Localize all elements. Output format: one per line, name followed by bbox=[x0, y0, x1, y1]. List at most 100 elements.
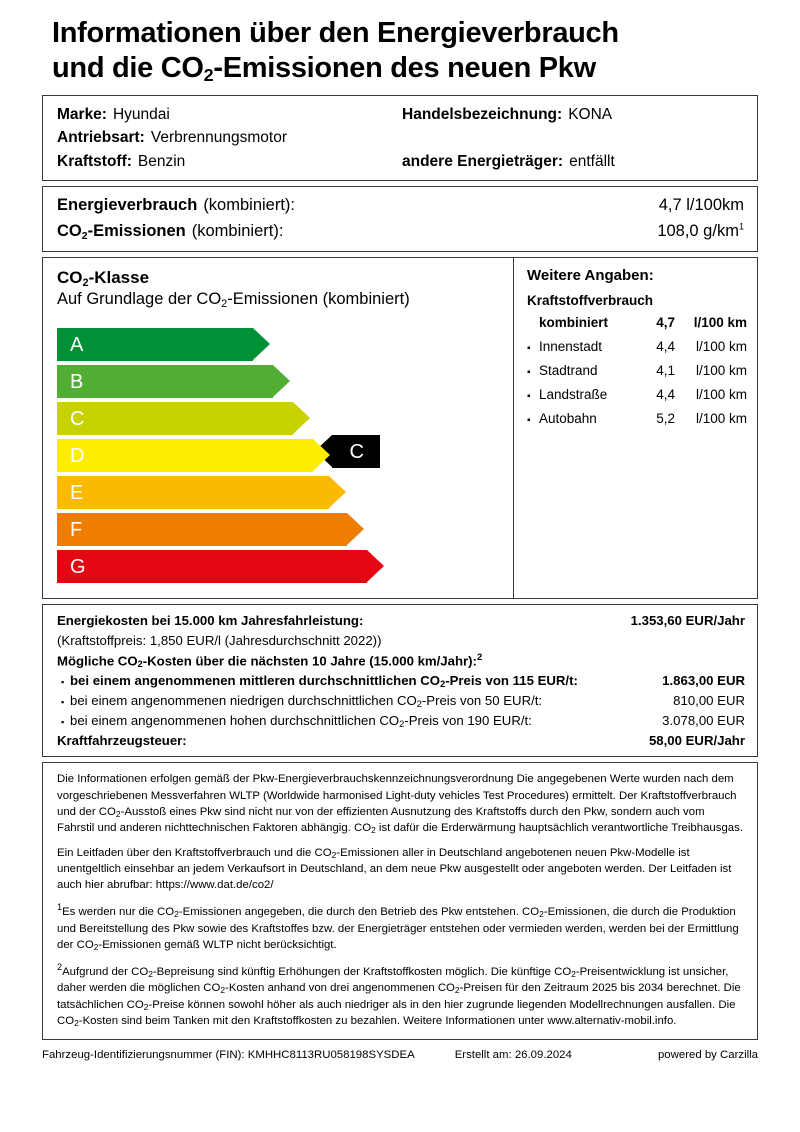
bar-letter: E bbox=[70, 481, 84, 504]
co2-cost-scenario-3: ▪ bei einem angenommenen hohen durchschni… bbox=[57, 711, 745, 731]
bar-body bbox=[57, 476, 329, 510]
scenario-amount: 810,00 EUR bbox=[673, 693, 745, 709]
scenario-text: bei einem angenommenen hohen durchschnit… bbox=[70, 713, 532, 730]
co2-emissionen-qualifier: (kombiniert): bbox=[191, 221, 284, 240]
co2-emissionen-label: CO2-Emissionen bbox=[57, 221, 186, 242]
marker-letter: C bbox=[349, 440, 364, 463]
weitere-angaben-panel: Weitere Angaben: Kraftstoffverbrauch kom… bbox=[513, 257, 757, 598]
efficiency-bar-G: G bbox=[57, 550, 384, 584]
row-kraftfahrzeugsteuer: Kraftfahrzeugsteuer: 58,00 EUR/Jahr bbox=[57, 731, 745, 751]
scenario-amount: 1.863,00 EUR bbox=[662, 673, 745, 689]
legal-paragraph-2: Ein Leitfaden über den Kraftstoffverbrau… bbox=[57, 846, 732, 892]
efficiency-class-row-A: A bbox=[57, 328, 513, 363]
row-value: 4,4 bbox=[656, 338, 675, 354]
legal-text-box: Die Informationen erfolgen gemäß der Pkw… bbox=[42, 762, 758, 1041]
bar-body bbox=[57, 550, 367, 584]
energiekosten-amount: 1.353,60 EUR/Jahr bbox=[630, 612, 745, 628]
bar-letter: F bbox=[70, 518, 83, 541]
co2-class-box: CO2-Klasse Auf Grundlage der CO2-Emissio… bbox=[42, 256, 758, 599]
page-title: Informationen über den Energieverbrauch … bbox=[0, 0, 800, 95]
row-unit: l/100 km bbox=[695, 362, 747, 378]
bullet-icon: ▪ bbox=[527, 366, 531, 378]
kraftfahrzeugsteuer-label: Kraftfahrzeugsteuer: bbox=[57, 733, 187, 749]
consumption-row-autobahn: ▪ Autobahn 5,2 l/100 km bbox=[527, 407, 747, 431]
field-andere-energietraeger: andere Energieträger: entfällt bbox=[402, 150, 745, 174]
antriebsart-label: Antriebsart: bbox=[57, 129, 145, 147]
row-energieverbrauch: Energieverbrauch (kombiniert): 4,7 l/100… bbox=[57, 193, 744, 219]
consumption-row-innenstadt: ▪ Innenstadt 4,4 l/100 km bbox=[527, 335, 747, 359]
efficiency-class-row-G: G bbox=[57, 550, 513, 585]
field-empty bbox=[402, 126, 745, 150]
created-value: 26.09.2024 bbox=[514, 1049, 572, 1062]
kombiniert-unit: l/100 km bbox=[693, 314, 747, 330]
bar-body bbox=[57, 402, 293, 436]
bar-letter: B bbox=[70, 370, 84, 393]
row-unit: l/100 km bbox=[695, 338, 747, 354]
created-block: Erstellt am: 26.09.2024 bbox=[455, 1049, 572, 1061]
kraftstoffverbrauch-label: Kraftstoffverbrauch bbox=[527, 292, 654, 308]
row-name: Landstraße bbox=[539, 386, 608, 402]
consumption-box: Energieverbrauch (kombiniert): 4,7 l/100… bbox=[42, 186, 758, 252]
kraftstoffpreis-note: (Kraftstoffpreis: 1,850 EUR/l (Jahresdur… bbox=[57, 632, 382, 648]
energieverbrauch-label: Energieverbrauch bbox=[57, 196, 198, 215]
co2-cost-scenario-1: ▪ bei einem angenommenen mittleren durchs… bbox=[57, 671, 745, 691]
row-energiekosten: Energiekosten bei 15.000 km Jahresfahrle… bbox=[57, 611, 745, 631]
bar-letter: C bbox=[70, 407, 85, 430]
scenario-amount: 3.078,00 EUR bbox=[662, 713, 745, 729]
handelsbezeichnung-label: Handelsbezeichnung: bbox=[402, 105, 563, 123]
row-value: 4,4 bbox=[656, 386, 675, 402]
energiekosten-label: Energiekosten bei 15.000 km Jahresfahrle… bbox=[57, 612, 364, 628]
powered-by: powered by Carzilla bbox=[657, 1049, 758, 1062]
bar-letter: G bbox=[70, 555, 86, 578]
fin-label: Fahrzeug-Identifizierungsnummer (FIN): bbox=[42, 1049, 245, 1062]
field-handelsbezeichnung: Handelsbezeichnung: KONA bbox=[402, 103, 745, 127]
consumption-row-stadtrand: ▪ Stadtrand 4,1 l/100 km bbox=[527, 359, 747, 383]
row-value: 5,2 bbox=[656, 410, 675, 426]
legal-paragraph-1: Die Informationen erfolgen gemäß der Pkw… bbox=[57, 773, 743, 836]
bar-arrow-tip bbox=[313, 439, 330, 472]
fin-value: KMHHC8113RU058198SYSDEA bbox=[247, 1049, 415, 1062]
kombiniert-value: 4,7 bbox=[656, 314, 675, 330]
field-kraftstoff: Kraftstoff: Benzin bbox=[57, 150, 402, 174]
field-marke: Marke: Hyundai bbox=[57, 103, 402, 127]
bullet-icon: ▪ bbox=[527, 390, 531, 402]
bar-arrow-tip bbox=[253, 328, 270, 361]
bar-arrow-tip bbox=[273, 365, 290, 398]
bar-arrow-tip bbox=[329, 476, 346, 509]
efficiency-bar-E: E bbox=[57, 476, 346, 510]
co2-emissionen-value: 108,0 g/km1 bbox=[657, 221, 744, 240]
energieverbrauch-value: 4,7 l/100km bbox=[658, 196, 744, 215]
co2-class-heading: CO2-Klasse bbox=[57, 267, 150, 289]
footer: Fahrzeug-Identifizierungsnummer (FIN): K… bbox=[42, 1049, 758, 1061]
bullet-icon: ▪ bbox=[527, 414, 531, 426]
efficiency-class-row-E: E bbox=[57, 476, 513, 511]
bar-body bbox=[57, 513, 347, 547]
row-name: Stadtrand bbox=[539, 362, 598, 378]
co2-cost-scenario-2: ▪ bei einem angenommenen niedrigen durchs… bbox=[57, 691, 745, 711]
efficiency-bar-B: B bbox=[57, 365, 290, 399]
field-antriebsart: Antriebsart: Verbrennungsmotor bbox=[57, 126, 402, 150]
row-co2-kosten-heading: Mögliche CO2-Kosten über die nächsten 10… bbox=[57, 651, 745, 671]
row-kraftstoffpreis: (Kraftstoffpreis: 1,850 EUR/l (Jahresdur… bbox=[57, 631, 745, 651]
bar-body bbox=[57, 365, 273, 399]
efficiency-bar-D: D bbox=[57, 439, 330, 473]
vehicle-row-kraftstoff: Kraftstoff: Benzin andere Energieträger:… bbox=[57, 150, 745, 174]
consumption-row-kombiniert: kombiniert 4,7 l/100 km bbox=[527, 311, 747, 335]
row-name: Autobahn bbox=[539, 410, 597, 426]
kombiniert-name: kombiniert bbox=[539, 314, 609, 330]
row-value: 4,1 bbox=[656, 362, 675, 378]
fin-block: Fahrzeug-Identifizierungsnummer (FIN): K… bbox=[42, 1049, 415, 1061]
kraftstoff-value: Benzin bbox=[137, 152, 186, 170]
bar-arrow-tip bbox=[347, 513, 364, 546]
bar-letter: D bbox=[70, 444, 85, 467]
bar-letter: A bbox=[70, 333, 84, 356]
efficiency-class-row-F: F bbox=[57, 513, 513, 548]
legal-footnote-1: 1Es werden nur die CO2-Emissionen angege… bbox=[57, 902, 739, 952]
legal-footnote-2: 2Aufgrund der CO2-Bepreisung sind künfti… bbox=[57, 962, 741, 1028]
co2-kosten-heading: Mögliche CO2-Kosten über die nächsten 10… bbox=[57, 651, 483, 670]
row-co2-emissionen: CO2-Emissionen (kombiniert): 108,0 g/km1 bbox=[57, 219, 744, 245]
title-line-2: und die CO2-Emissionen des neuen Pkw bbox=[52, 52, 596, 86]
costs-box: Energiekosten bei 15.000 km Jahresfahrle… bbox=[42, 603, 758, 758]
